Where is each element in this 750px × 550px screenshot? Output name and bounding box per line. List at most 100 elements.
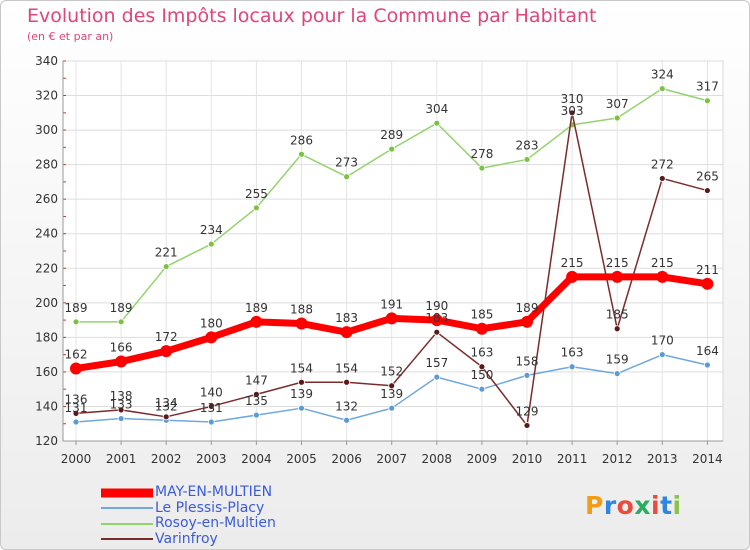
y-tick-label: 140 (35, 399, 58, 413)
data-point (523, 422, 531, 429)
data-label: 154 (335, 361, 358, 375)
data-point (658, 175, 666, 182)
data-label: 273 (335, 156, 358, 170)
data-label: 191 (380, 297, 403, 311)
data-point (478, 363, 486, 371)
x-tick-label: 2003 (196, 452, 227, 466)
data-point (523, 371, 531, 379)
x-tick-label: 2009 (467, 452, 498, 466)
data-point (433, 328, 441, 336)
data-point (117, 415, 125, 422)
data-label: 215 (606, 256, 629, 270)
y-tick-label: 240 (35, 227, 58, 241)
x-tick-label: 2013 (647, 452, 678, 466)
legend-label: MAY-EN-MULTIEN (155, 484, 273, 500)
data-label: 278 (470, 147, 493, 161)
data-label: 131 (200, 401, 223, 415)
data-point (72, 409, 80, 417)
data-point (658, 85, 666, 93)
data-point (475, 322, 488, 335)
data-point (523, 156, 531, 163)
y-tick-label: 180 (35, 330, 58, 344)
data-point (656, 270, 669, 283)
data-point (160, 345, 173, 358)
y-tick-label: 200 (35, 296, 58, 310)
data-label: 189 (110, 301, 133, 315)
data-point (566, 270, 579, 283)
data-label: 134 (155, 396, 178, 410)
data-point (430, 314, 443, 327)
legend-swatch (101, 538, 153, 541)
legend-swatch (101, 507, 153, 510)
data-label: 286 (290, 133, 313, 147)
y-tick-label: 320 (35, 89, 58, 103)
y-tick-label: 220 (35, 261, 58, 275)
data-label: 307 (606, 97, 629, 111)
data-label: 163 (470, 346, 493, 360)
data-point (205, 331, 218, 344)
data-point (704, 97, 711, 105)
data-point (478, 385, 486, 393)
data-label: 135 (245, 394, 268, 408)
data-label: 185 (606, 308, 629, 322)
data-point (701, 277, 714, 290)
data-label: 170 (651, 334, 674, 348)
legend-label: Varinfroy (155, 530, 218, 547)
plot-area (62, 60, 724, 442)
series-may-en-multien (70, 270, 714, 375)
data-label: 132 (335, 399, 358, 413)
chart-title: Evolution des Impôts locaux pour la Comm… (27, 5, 597, 27)
data-point (613, 325, 621, 333)
x-tick-label: 2005 (286, 452, 317, 466)
x-tick-label: 2014 (692, 452, 723, 466)
data-label: 189 (516, 301, 539, 315)
y-tick-label: 120 (35, 434, 58, 448)
data-label: 215 (651, 256, 674, 270)
x-tick-label: 2004 (241, 452, 272, 466)
x-tick-label: 2010 (512, 452, 543, 466)
data-label: 211 (696, 263, 719, 277)
data-point (250, 315, 263, 328)
data-point (343, 416, 351, 424)
data-point (613, 370, 621, 378)
y-tick-label: 340 (35, 54, 58, 68)
data-label: 140 (200, 385, 223, 399)
data-point (117, 318, 125, 326)
data-point (162, 413, 170, 421)
data-label: 289 (380, 128, 403, 142)
data-point (72, 418, 80, 426)
y-tick-label: 280 (35, 158, 58, 172)
data-label: 189 (65, 301, 88, 315)
data-label: 180 (200, 316, 223, 330)
legend-label: Le Plessis-Placy (155, 499, 265, 516)
data-label: 172 (155, 330, 178, 344)
data-point (613, 114, 621, 122)
data-point (340, 326, 353, 339)
x-tick-label: 2011 (557, 452, 588, 466)
data-label: 272 (651, 157, 674, 171)
data-point (343, 173, 351, 181)
x-tick-label: 2008 (422, 452, 453, 466)
data-label: 215 (561, 256, 584, 270)
x-tick-label: 2000 (61, 452, 92, 466)
data-label: 190 (425, 299, 448, 313)
proxiti-logo: Proxiti (585, 491, 682, 520)
data-label: 255 (245, 187, 268, 201)
data-label: 304 (425, 102, 448, 116)
y-tick-label: 300 (35, 123, 58, 137)
data-point (478, 164, 486, 172)
data-label: 131 (65, 401, 88, 415)
data-point (72, 318, 80, 326)
x-tick-label: 2012 (602, 452, 633, 466)
legend-swatch (101, 488, 153, 498)
data-point (162, 263, 170, 270)
data-point (115, 355, 128, 368)
data-point (433, 119, 441, 127)
data-point (298, 150, 305, 158)
data-point (207, 240, 215, 248)
data-point (611, 270, 624, 283)
data-point (298, 404, 305, 412)
data-label: 154 (290, 361, 313, 375)
data-label: 164 (696, 344, 719, 358)
